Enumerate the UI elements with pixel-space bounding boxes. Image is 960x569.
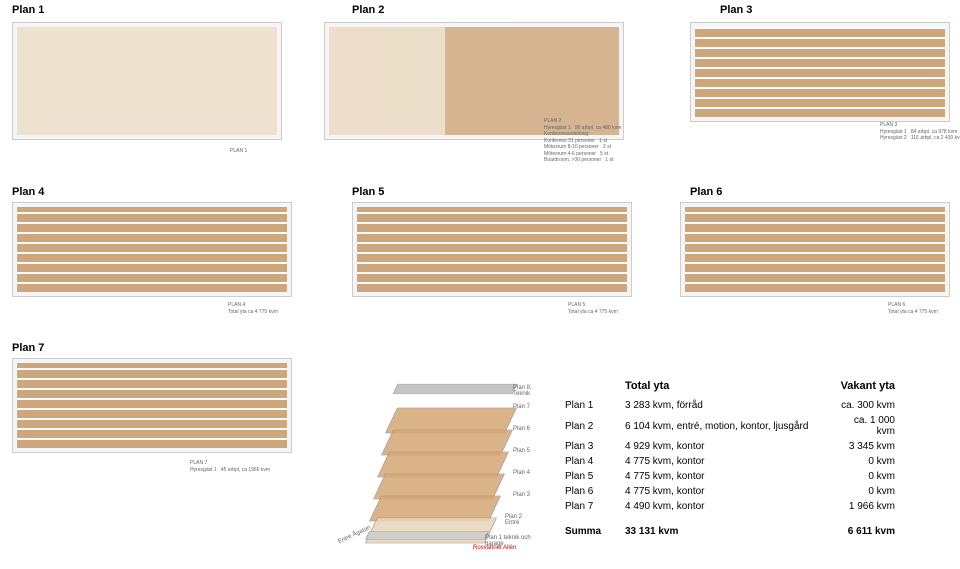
caption-1: PLAN 1 [230,148,247,155]
caption-7: PLAN 7 Hyresgäst 1 45 arbpl, ca 1966 kvm [190,460,270,473]
label-plan1: Plan 1 [12,4,44,16]
table-row: Plan 13 283 kvm, förrådca. 300 kvm [565,398,915,413]
caption-4: PLAN 4 Total yta ca 4 775 kvm [228,302,278,315]
table-row: Plan 74 490 kvm, kontor1 966 kvm [565,499,915,514]
table-row: Plan 34 929 kvm, kontor3 345 kvm [565,439,915,454]
label-plan3: Plan 3 [720,4,752,16]
table-row: Plan 64 775 kvm, kontor0 kvm [565,484,915,499]
area-table: Total yta Vakant yta Plan 13 283 kvm, fö… [565,378,915,539]
sum-vacant: 6 611 kvm [835,514,915,539]
floorplan-5 [352,202,632,297]
table-row: Plan 54 775 kvm, kontor0 kvm [565,469,915,484]
iso-label-7: Plan 7 [513,404,530,410]
floorplan-4 [12,202,292,297]
label-plan6: Plan 6 [690,186,722,198]
caption-5: PLAN 5 Total yta ca 4 775 kvm [568,302,618,315]
th-total: Total yta [625,378,835,398]
floorplan-3 [690,22,950,122]
caption-6: PLAN 6 Total yta ca 4 775 kvm [888,302,938,315]
floorplan-1 [12,22,282,140]
iso-label-3: Plan 3 [513,492,530,498]
floorplan-6 [680,202,950,297]
label-plan7: Plan 7 [12,342,44,354]
sum-label: Summa [565,514,625,539]
caption-3: PLAN 3 Hyresgäst 1 84 arbpl, ca 978 kvm … [880,122,960,142]
iso-label-8: Plan 8: Teknik [513,385,535,397]
th-plan [565,378,625,398]
label-plan5: Plan 5 [352,186,384,198]
sum-total: 33 131 kvm [625,514,835,539]
caption-2: PLAN 2 Hyresgäst 1 90 arbpl, ca 480 kvm … [544,118,621,164]
table-row: Plan 26 104 kvm, entré, motion, kontor, … [565,413,915,439]
label-plan2: Plan 2 [352,4,384,16]
th-vacant: Vakant yta [835,378,915,398]
iso-label-4: Plan 4 [513,470,530,476]
iso-label-2: Plan 2 Entré [505,514,535,526]
iso-label-right: Rosvattnet Allén [473,545,516,551]
label-plan4: Plan 4 [12,186,44,198]
iso-label-5: Plan 5 [513,448,530,454]
iso-label-6: Plan 6 [513,426,530,432]
table-row: Plan 44 775 kvm, kontor0 kvm [565,454,915,469]
isometric-diagram: Plan 8: Teknik Plan 7 Plan 6 Plan 5 Plan… [365,380,535,550]
floorplan-7 [12,358,292,453]
